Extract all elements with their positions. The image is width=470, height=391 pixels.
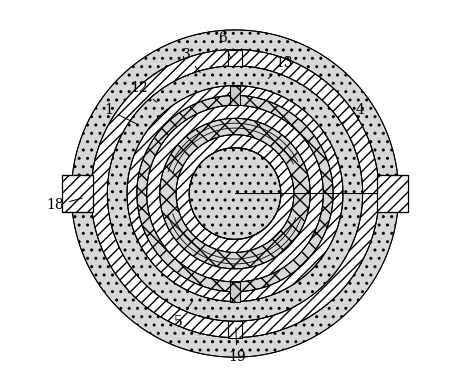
Text: 13: 13 <box>268 56 292 79</box>
Bar <box>377 175 408 212</box>
Text: 3: 3 <box>182 48 200 73</box>
Text: 18: 18 <box>46 198 82 212</box>
Polygon shape <box>147 105 323 282</box>
Polygon shape <box>160 118 310 269</box>
Text: 5: 5 <box>174 301 193 329</box>
Bar <box>62 175 93 212</box>
Bar <box>228 321 242 337</box>
Polygon shape <box>91 50 379 337</box>
Text: 12: 12 <box>131 81 157 102</box>
Bar <box>228 50 242 66</box>
Polygon shape <box>176 135 294 253</box>
Text: 19: 19 <box>228 328 246 364</box>
Text: 1: 1 <box>104 103 137 124</box>
Polygon shape <box>137 95 333 292</box>
Text: 4: 4 <box>338 103 364 126</box>
Bar <box>230 86 240 105</box>
Polygon shape <box>189 148 281 239</box>
Text: 6: 6 <box>218 31 231 59</box>
Polygon shape <box>71 30 399 357</box>
Polygon shape <box>127 86 343 301</box>
Polygon shape <box>107 66 363 321</box>
Bar <box>230 282 240 301</box>
